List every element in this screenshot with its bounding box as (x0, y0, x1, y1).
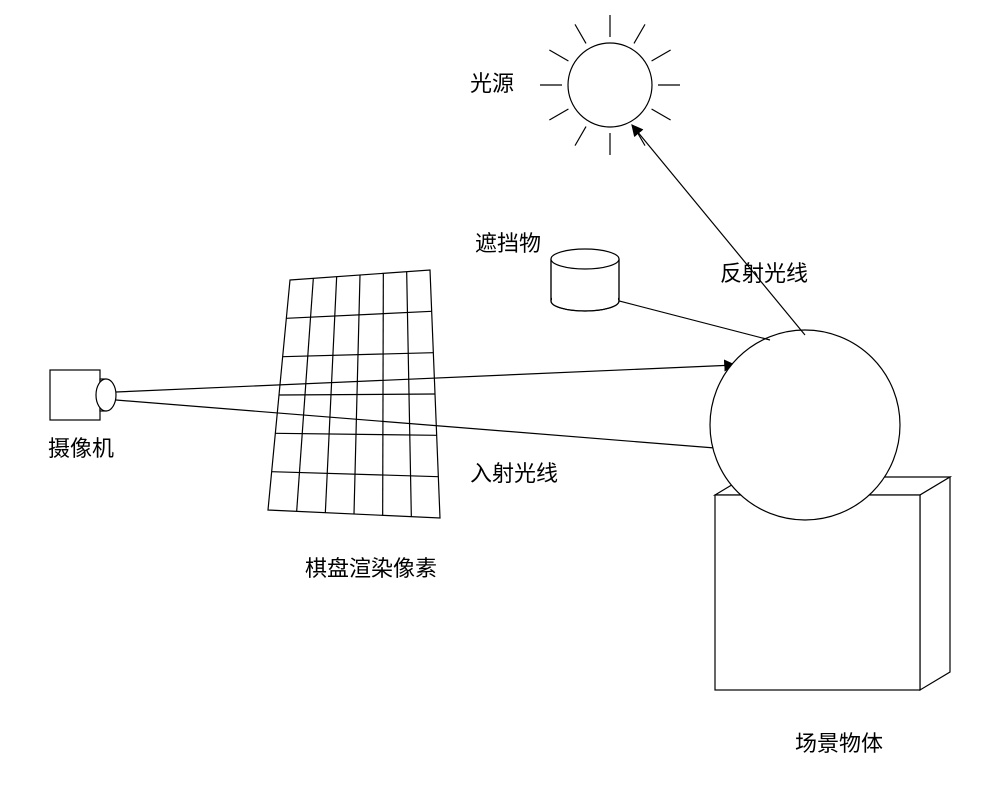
pixel-grid (268, 270, 440, 518)
scene-sphere (710, 330, 900, 520)
occluder-cylinder (551, 249, 619, 311)
reflected-ray-label: 反射光线 (720, 261, 808, 286)
scene-object-label: 场景物体 (795, 731, 883, 756)
camera-label: 摄像机 (48, 436, 114, 461)
light-source-sun (540, 15, 680, 155)
camera (50, 370, 116, 420)
incident-ray-label: 入射光线 (470, 461, 558, 486)
reflected-rays (600, 125, 805, 340)
grid-label: 棋盘渲染像素 (305, 556, 437, 581)
incident-rays (116, 365, 740, 450)
light-source-label: 光源 (470, 71, 514, 96)
occluder-label: 遮挡物 (475, 231, 541, 256)
